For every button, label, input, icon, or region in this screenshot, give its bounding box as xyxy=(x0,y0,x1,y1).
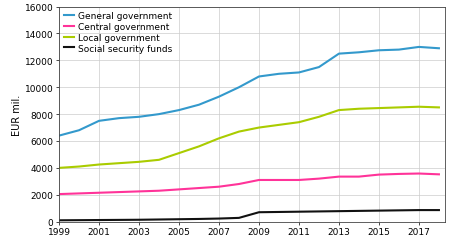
Social security funds xyxy=(116,218,122,222)
Local government xyxy=(96,163,102,166)
Central government xyxy=(76,192,82,195)
Central government xyxy=(276,179,281,182)
General government xyxy=(376,50,382,53)
General government xyxy=(336,53,342,56)
Local government xyxy=(336,109,342,112)
Social security funds xyxy=(176,218,182,221)
Local government xyxy=(376,107,382,110)
Local government xyxy=(156,159,162,162)
Social security funds xyxy=(436,209,442,212)
Local government xyxy=(276,124,281,127)
General government xyxy=(236,86,242,89)
General government xyxy=(116,117,122,120)
General government xyxy=(356,52,362,55)
General government xyxy=(76,129,82,132)
Local government xyxy=(216,137,222,140)
Line: Local government: Local government xyxy=(59,107,439,168)
Local government xyxy=(416,106,422,109)
Local government xyxy=(396,106,402,109)
Local government xyxy=(436,106,442,109)
Central government xyxy=(296,179,301,182)
General government xyxy=(416,46,422,49)
Central government xyxy=(336,175,342,178)
Legend: General government, Central government, Local government, Social security funds: General government, Central government, … xyxy=(62,10,174,55)
General government xyxy=(296,72,301,75)
General government xyxy=(216,96,222,99)
Social security funds xyxy=(316,210,322,213)
Social security funds xyxy=(236,216,242,219)
Social security funds xyxy=(336,210,342,213)
Social security funds xyxy=(396,209,402,212)
Central government xyxy=(356,175,362,178)
Central government xyxy=(396,173,402,176)
Central government xyxy=(156,190,162,193)
Local government xyxy=(76,165,82,168)
Line: General government: General government xyxy=(59,48,439,136)
Central government xyxy=(216,185,222,188)
Central government xyxy=(96,192,102,195)
Local government xyxy=(256,127,262,130)
Central government xyxy=(56,193,62,196)
Local government xyxy=(196,145,202,148)
Line: Social security funds: Social security funds xyxy=(59,210,439,220)
Social security funds xyxy=(296,210,301,213)
Social security funds xyxy=(56,219,62,222)
General government xyxy=(176,109,182,112)
General government xyxy=(396,49,402,52)
Social security funds xyxy=(96,219,102,222)
General government xyxy=(436,48,442,51)
General government xyxy=(136,116,142,119)
General government xyxy=(196,104,202,107)
Central government xyxy=(416,172,422,175)
Local government xyxy=(316,116,322,119)
Social security funds xyxy=(196,217,202,220)
Local government xyxy=(136,161,142,164)
Central government xyxy=(316,177,322,180)
General government xyxy=(316,66,322,69)
General government xyxy=(56,135,62,138)
Y-axis label: EUR mil.: EUR mil. xyxy=(12,94,22,135)
Central government xyxy=(436,173,442,176)
Local government xyxy=(356,108,362,111)
Line: Central government: Central government xyxy=(59,174,439,194)
Central government xyxy=(236,183,242,186)
Central government xyxy=(176,188,182,191)
Central government xyxy=(136,190,142,193)
General government xyxy=(96,120,102,123)
Central government xyxy=(376,173,382,176)
General government xyxy=(256,76,262,79)
General government xyxy=(276,73,281,76)
Social security funds xyxy=(216,217,222,220)
Social security funds xyxy=(256,211,262,214)
Central government xyxy=(256,179,262,182)
Social security funds xyxy=(376,209,382,212)
Social security funds xyxy=(76,219,82,222)
Social security funds xyxy=(136,218,142,222)
Local government xyxy=(236,131,242,134)
Social security funds xyxy=(276,211,281,214)
General government xyxy=(156,113,162,116)
Social security funds xyxy=(156,218,162,221)
Social security funds xyxy=(416,209,422,212)
Local government xyxy=(116,162,122,165)
Central government xyxy=(116,191,122,194)
Local government xyxy=(56,167,62,170)
Local government xyxy=(296,121,301,124)
Central government xyxy=(196,187,202,190)
Social security funds xyxy=(356,210,362,213)
Local government xyxy=(176,152,182,155)
